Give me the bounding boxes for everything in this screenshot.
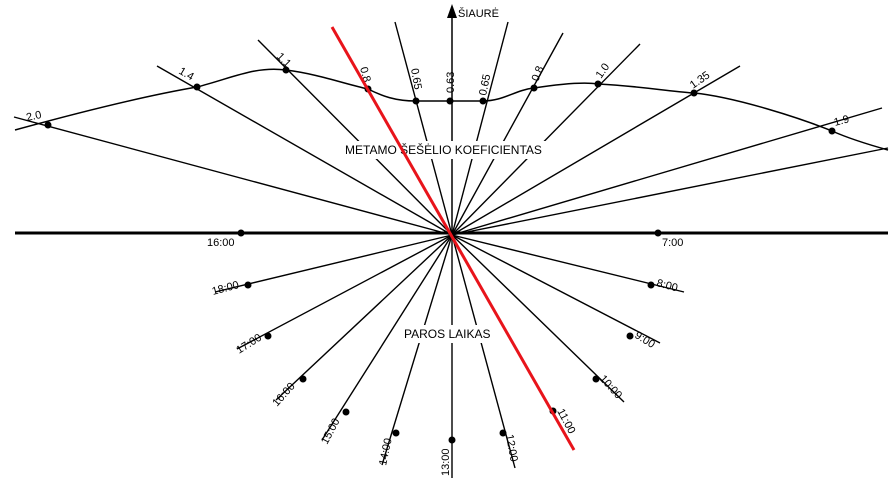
lower-ray (321, 234, 453, 441)
upper-ray (394, 21, 453, 236)
time-label: 16:00 (270, 381, 297, 409)
coefficient-point (828, 127, 836, 135)
coefficient-point (479, 97, 487, 105)
lower-ray (451, 234, 661, 344)
coefficient-label: 0.65 (408, 67, 424, 90)
horizon-point-east (654, 229, 662, 237)
time-label: 13:00 (440, 448, 452, 476)
lower-ray (451, 234, 516, 469)
lower-ray (214, 234, 453, 293)
time-label: 15:00 (319, 416, 343, 446)
upper-ray (156, 65, 453, 236)
time-label: 9:00 (632, 329, 657, 351)
north-arrow-icon (447, 4, 457, 18)
coefficient-label: 0.63 (445, 72, 457, 93)
coefficient-label: 2.0 (25, 109, 42, 124)
time-point (499, 429, 507, 437)
upper-ray (451, 21, 509, 236)
horizon-point-west (237, 229, 245, 237)
time-point (626, 332, 634, 340)
time-label: 17:00 (234, 332, 264, 357)
coefficient-point (530, 84, 538, 92)
time-label: 14:00 (377, 437, 394, 466)
upper-rays (13, 21, 889, 236)
coefficient-label: 1.1 (274, 51, 293, 70)
time-point (448, 436, 456, 444)
time-point (592, 375, 600, 383)
coefficient-label: 1.9 (833, 113, 851, 129)
coefficient-label: 1.4 (177, 65, 196, 83)
coefficient-point (446, 97, 454, 105)
time-point (647, 281, 655, 289)
coefficient-label: 1.0 (594, 61, 613, 80)
lower-caption: PAROS LAIKAS (404, 327, 490, 341)
time-label: 18:00 (211, 279, 241, 298)
time-points (244, 281, 655, 444)
coefficient-point (193, 83, 201, 91)
lower-ray (451, 234, 685, 293)
coefficient-point (690, 89, 698, 97)
upper-caption: METAMO ŠEŠĖLIO KOEFICIENTAS (345, 142, 542, 157)
time-label: 12:00 (503, 433, 520, 462)
upper-ray (257, 39, 453, 236)
upper-ray (451, 43, 641, 236)
time-point (264, 332, 272, 340)
upper-caption-backing (343, 141, 558, 159)
coefficient-point (44, 121, 52, 129)
horizon-time-east: 7:00 (662, 237, 683, 249)
time-label: 8:00 (655, 277, 679, 294)
coefficient-label: 1.35 (688, 69, 712, 91)
coefficient-point (412, 97, 420, 105)
time-point (342, 408, 350, 416)
coefficient-point (282, 66, 290, 74)
lower-ray (236, 234, 453, 350)
upper-ray (451, 147, 889, 236)
upper-ray (451, 107, 883, 236)
lower-ray (451, 234, 625, 403)
horizon-time-west: 16:00 (207, 237, 235, 249)
lower-ray (275, 234, 453, 401)
coefficient-label: 0.8 (530, 64, 547, 83)
lower-rays (214, 234, 685, 478)
upper-ray (451, 32, 564, 236)
coefficient-label: 0.65 (477, 73, 493, 96)
time-point (299, 375, 307, 383)
coefficient-curve (14, 68, 889, 151)
lower-caption-backing (402, 325, 498, 343)
upper-ray (13, 116, 453, 236)
time-point (392, 429, 400, 437)
coefficient-point (594, 80, 602, 88)
time-point (244, 281, 252, 289)
north-label: ŠIAURĖ (458, 7, 499, 20)
highlight-line (330, 26, 576, 451)
lower-ray (381, 234, 453, 466)
